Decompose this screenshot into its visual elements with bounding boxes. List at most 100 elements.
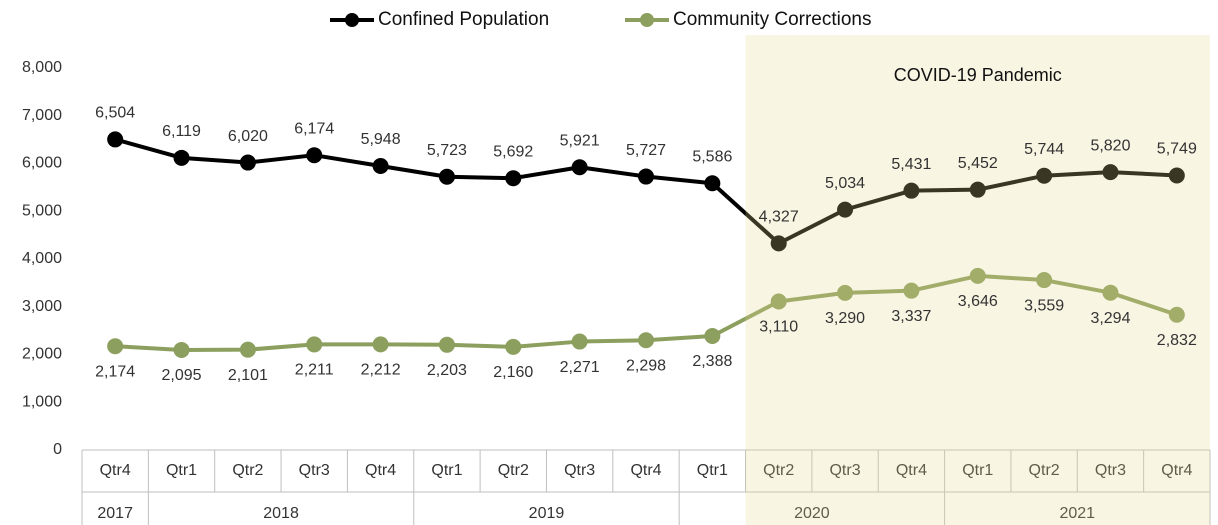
year-label: 2020	[794, 505, 830, 522]
data-label: 3,294	[1090, 310, 1130, 327]
x-tick-label: Qtr2	[498, 462, 529, 479]
x-tick-label: Qtr4	[896, 462, 927, 479]
data-label: 2,298	[626, 357, 666, 374]
data-point	[704, 327, 721, 344]
year-label: 2018	[263, 505, 299, 522]
data-label: 2,174	[95, 363, 135, 380]
data-label: 5,749	[1157, 141, 1197, 158]
x-tick-label: Qtr3	[299, 462, 330, 479]
data-point	[372, 157, 389, 174]
data-point	[969, 267, 986, 284]
x-tick-label: Qtr2	[1029, 462, 1060, 479]
data-label: 2,271	[560, 359, 600, 376]
y-tick-label: 5,000	[22, 202, 62, 219]
x-tick-label: Qtr3	[1095, 462, 1126, 479]
data-point	[107, 131, 124, 148]
data-point	[173, 149, 190, 166]
highlight-label: COVID-19 Pandemic	[894, 65, 1062, 85]
y-tick-label: 0	[53, 441, 62, 458]
legend-marker	[640, 13, 654, 27]
data-label: 6,174	[294, 120, 334, 137]
data-label: 5,586	[692, 148, 732, 165]
highlight-region	[745, 35, 1210, 525]
y-tick-label: 6,000	[22, 155, 62, 172]
y-tick-label: 1,000	[22, 393, 62, 410]
x-tick-label: Qtr3	[829, 462, 860, 479]
data-label: 5,034	[825, 175, 865, 192]
data-point	[1036, 272, 1053, 289]
year-label: 2017	[97, 505, 133, 522]
data-label: 5,727	[626, 142, 666, 159]
y-tick-label: 2,000	[22, 346, 62, 363]
data-point	[704, 175, 721, 192]
data-label: 4,327	[759, 209, 799, 226]
data-point	[372, 336, 389, 353]
data-label: 3,559	[1024, 297, 1064, 314]
data-label: 3,646	[958, 293, 998, 310]
data-label: 5,692	[493, 143, 533, 160]
year-label: 2021	[1059, 505, 1095, 522]
legend-marker	[345, 13, 359, 27]
data-point	[505, 338, 522, 355]
data-point	[1036, 167, 1053, 184]
x-tick-label: Qtr4	[100, 462, 131, 479]
data-point	[903, 182, 920, 199]
x-tick-label: Qtr4	[365, 462, 396, 479]
data-point	[438, 336, 455, 353]
data-label: 5,723	[427, 142, 467, 159]
data-point	[1168, 306, 1185, 323]
data-point	[638, 168, 654, 185]
data-point	[173, 341, 190, 358]
data-label: 5,452	[958, 155, 998, 172]
data-label: 2,160	[493, 364, 533, 381]
data-label: 2,212	[361, 362, 401, 379]
data-point	[837, 284, 854, 301]
data-label: 5,921	[560, 132, 600, 149]
data-label: 2,101	[228, 367, 268, 384]
data-label: 5,820	[1090, 137, 1130, 154]
data-point	[770, 235, 787, 252]
x-tick-label: Qtr2	[763, 462, 794, 479]
data-label: 3,337	[891, 308, 931, 325]
data-point	[107, 338, 124, 355]
data-label: 5,431	[891, 156, 931, 173]
data-point	[1168, 167, 1185, 184]
x-tick-label: Qtr3	[564, 462, 595, 479]
x-tick-label: Qtr1	[697, 462, 728, 479]
data-point	[239, 154, 256, 171]
data-point	[306, 336, 323, 353]
data-point	[438, 168, 455, 185]
data-label: 6,504	[95, 105, 135, 122]
x-tick-label: Qtr2	[232, 462, 263, 479]
x-tick-label: Qtr4	[1161, 462, 1192, 479]
y-tick-label: 8,000	[22, 59, 62, 76]
data-label: 5,744	[1024, 141, 1064, 158]
data-point	[571, 159, 588, 176]
data-point	[969, 181, 986, 198]
x-tick-label: Qtr1	[166, 462, 197, 479]
data-label: 3,290	[825, 310, 865, 327]
x-tick-label: Qtr1	[431, 462, 462, 479]
legend-label: Community Corrections	[673, 9, 872, 30]
data-label: 2,211	[295, 362, 334, 379]
data-label: 2,388	[692, 353, 732, 370]
y-tick-label: 3,000	[22, 298, 62, 315]
data-point	[638, 332, 654, 349]
year-label: 2019	[529, 505, 565, 522]
data-point	[306, 147, 323, 164]
data-label: 2,832	[1157, 332, 1197, 349]
data-label: 3,110	[759, 319, 798, 336]
x-tick-label: Qtr4	[630, 462, 661, 479]
legend-label: Confined Population	[378, 9, 549, 30]
data-label: 2,203	[427, 362, 467, 379]
data-point	[505, 170, 522, 187]
data-point	[903, 282, 920, 299]
data-point	[1102, 284, 1119, 301]
data-label: 5,948	[361, 131, 401, 148]
data-label: 2,095	[162, 367, 202, 384]
y-tick-label: 4,000	[22, 250, 62, 267]
data-label: 6,020	[228, 128, 268, 145]
data-point	[837, 201, 854, 218]
data-point	[1102, 164, 1119, 181]
